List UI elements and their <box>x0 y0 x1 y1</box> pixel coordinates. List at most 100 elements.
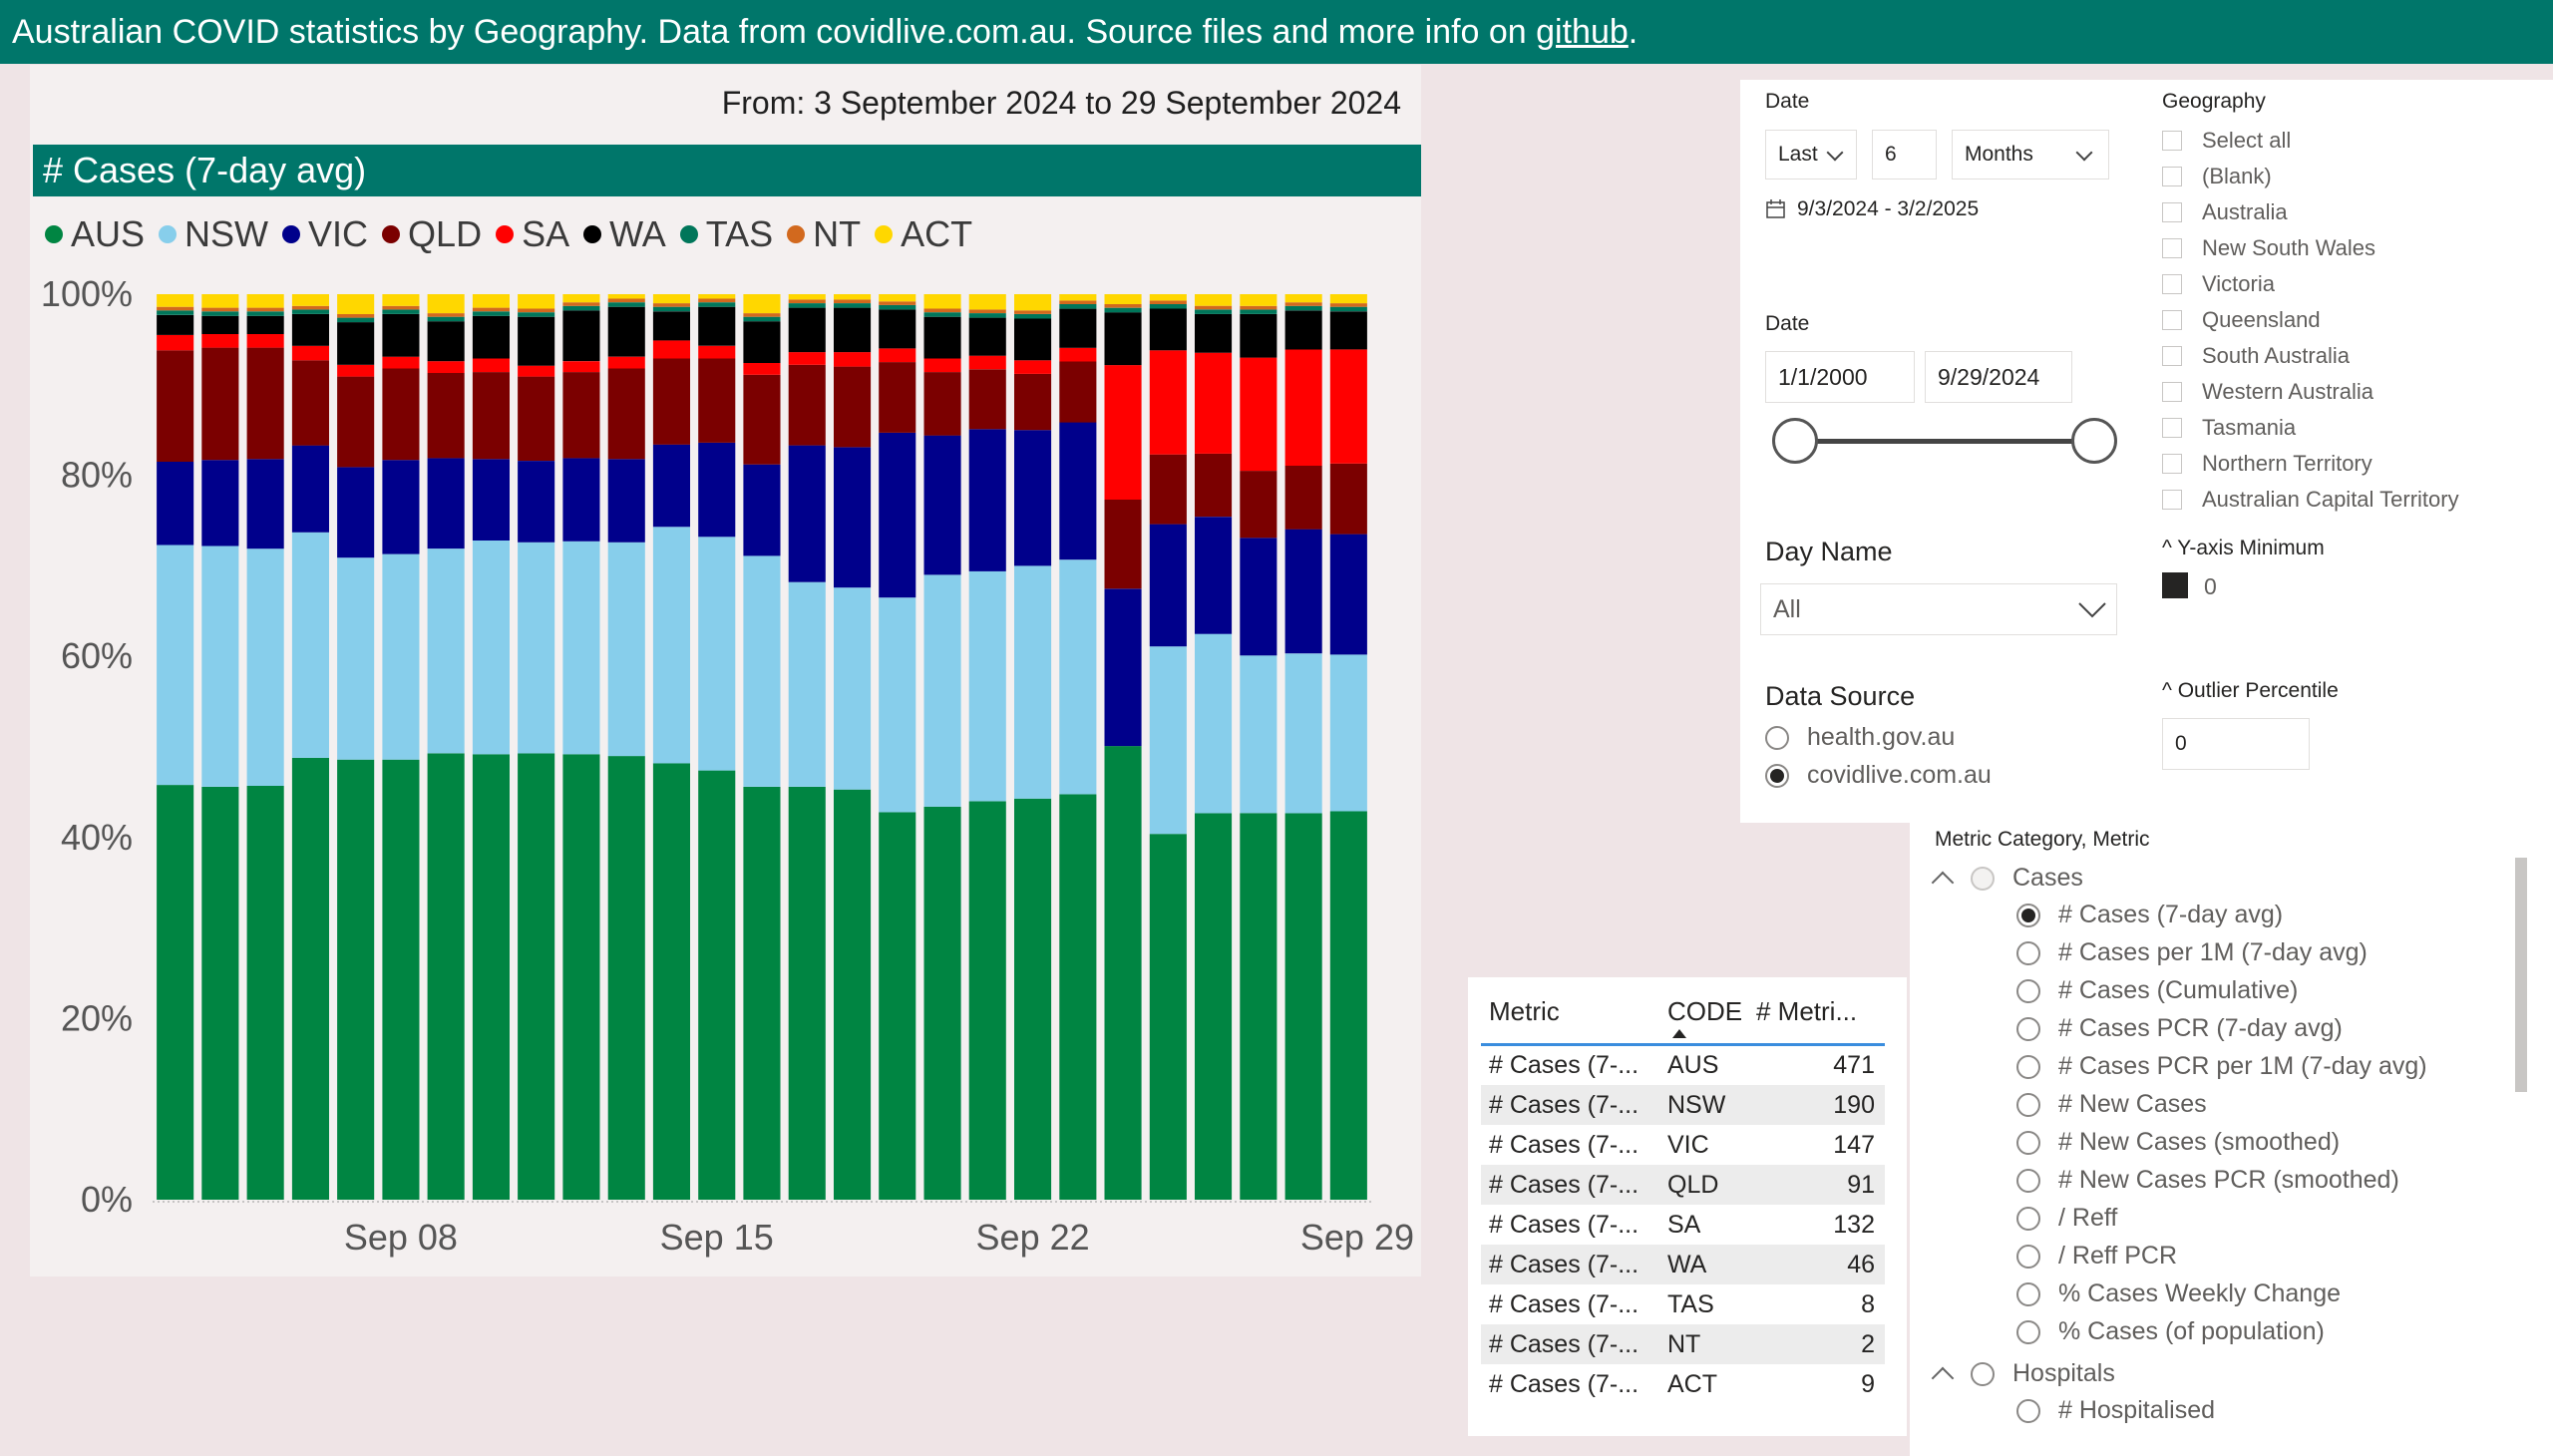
geography-option[interactable]: New South Wales <box>2162 235 2375 261</box>
metric-item[interactable]: # Cases PCR per 1M (7-day avg) <box>2016 1052 2427 1081</box>
bar-segment-act[interactable] <box>562 294 600 303</box>
bar-segment-qld[interactable] <box>1104 500 1142 589</box>
radio-unselected[interactable] <box>1971 1361 1995 1386</box>
bar-segment-act[interactable] <box>1014 294 1052 311</box>
bar-segment-wa[interactable] <box>879 309 916 349</box>
metric-item[interactable]: # Hospitalised <box>2016 1396 2215 1425</box>
bar-segment-sa[interactable] <box>788 352 826 365</box>
bar-segment-act[interactable] <box>652 294 690 304</box>
bar-segment-vic[interactable] <box>698 442 736 538</box>
bar-segment-qld[interactable] <box>1284 466 1322 530</box>
bar-segment-nt[interactable] <box>382 305 420 310</box>
bar-segment-nsw[interactable] <box>834 587 872 790</box>
bar-segment-nt[interactable] <box>291 305 329 310</box>
bar-segment-nsw[interactable] <box>427 548 465 754</box>
metric-scrollbar[interactable] <box>2515 858 2527 1092</box>
metric-item[interactable]: % Cases (of population) <box>2016 1317 2325 1346</box>
table-row[interactable]: # Cases (7-... TAS 8 <box>1481 1284 1885 1324</box>
bar-segment-wa[interactable] <box>157 314 194 335</box>
checkbox[interactable] <box>2162 382 2182 402</box>
stacked-bar-chart[interactable]: 0% 20% 40% 60% 80% 100% Sep 08 Sep 15 Sep 22 Sep … <box>30 269 1421 1272</box>
bar-segment-nt[interactable] <box>879 301 916 305</box>
bar-segment-act[interactable] <box>743 294 781 314</box>
geography-option[interactable]: South Australia <box>2162 343 2350 369</box>
date-mode-dropdown[interactable]: Last <box>1765 130 1857 180</box>
bar-segment-vic[interactable] <box>652 444 690 528</box>
bar-segment-qld[interactable] <box>698 358 736 443</box>
legend-item[interactable]: TAS <box>679 213 773 255</box>
bar-segment-act[interactable] <box>1284 294 1322 303</box>
bar-segment-qld[interactable] <box>157 350 194 462</box>
bar-segment-aus[interactable] <box>201 787 239 1200</box>
bar-segment-nsw[interactable] <box>879 597 916 813</box>
bar-segment-qld[interactable] <box>879 362 916 433</box>
bar-segment-nsw[interactable] <box>291 532 329 758</box>
bar-segment-wa[interactable] <box>923 316 961 359</box>
bar-segment-nt[interactable] <box>427 313 465 317</box>
bar-segment-nsw[interactable] <box>472 541 510 755</box>
bar-segment-tas[interactable] <box>201 311 239 316</box>
bar-segment-sa[interactable] <box>382 356 420 369</box>
bar-segment-tas[interactable] <box>788 303 826 308</box>
bar-segment-qld[interactable] <box>518 376 555 461</box>
radio-unselected[interactable] <box>2016 1206 2040 1231</box>
radio-unselected[interactable] <box>2016 940 2040 965</box>
bar-segment-act[interactable] <box>246 294 284 308</box>
bar-segment-tas[interactable] <box>879 304 916 310</box>
bar-segment-wa[interactable] <box>698 306 736 346</box>
bar-segment-aus[interactable] <box>337 759 375 1200</box>
bar-segment-wa[interactable] <box>1240 314 1277 358</box>
checkbox[interactable] <box>2162 346 2182 366</box>
bar-segment-nsw[interactable] <box>337 557 375 760</box>
bar-segment-aus[interactable] <box>246 786 284 1200</box>
bar-segment-tas[interactable] <box>1284 305 1322 311</box>
geography-option[interactable]: Australia <box>2162 199 2288 225</box>
bar-segment-nsw[interactable] <box>1014 565 1052 799</box>
bar-segment-sa[interactable] <box>427 361 465 373</box>
data-source-option-health[interactable]: health.gov.au <box>1765 723 1955 752</box>
bar-segment-wa[interactable] <box>427 321 465 362</box>
bar-segment-vic[interactable] <box>1149 524 1187 647</box>
bar-segment-aus[interactable] <box>157 785 194 1200</box>
bar-segment-sa[interactable] <box>337 364 375 377</box>
bar-segment-act[interactable] <box>337 294 375 314</box>
bar-segment-act[interactable] <box>201 294 239 308</box>
bar-segment-nt[interactable] <box>968 309 1006 313</box>
bar-segment-aus[interactable] <box>1014 798 1052 1200</box>
bar-segment-nsw[interactable] <box>1329 654 1367 812</box>
bar-segment-act[interactable] <box>1240 294 1277 306</box>
bar-segment-nsw[interactable] <box>1284 653 1322 814</box>
bar-segment-qld[interactable] <box>472 372 510 460</box>
bar-segment-sa[interactable] <box>652 340 690 359</box>
bar-segment-wa[interactable] <box>1329 311 1367 350</box>
bar-segment-vic[interactable] <box>1329 534 1367 655</box>
geography-option[interactable]: Select all <box>2162 128 2291 154</box>
bar-segment-aus[interactable] <box>562 754 600 1200</box>
date-slider-start-handle[interactable] <box>1772 418 1818 464</box>
bar-segment-sa[interactable] <box>1059 347 1097 362</box>
geography-option[interactable]: Northern Territory <box>2162 451 2372 477</box>
bar-segment-act[interactable] <box>1329 294 1367 304</box>
bar-segment-wa[interactable] <box>518 316 555 366</box>
bar-segment-aus[interactable] <box>698 770 736 1200</box>
bar-segment-tas[interactable] <box>246 311 284 316</box>
bar-segment-nt[interactable] <box>1104 304 1142 308</box>
bar-segment-tas[interactable] <box>1195 309 1233 314</box>
radio-partial[interactable] <box>1971 866 1995 891</box>
geography-option[interactable]: Queensland <box>2162 307 2321 333</box>
bar-segment-act[interactable] <box>291 294 329 306</box>
bar-segment-sa[interactable] <box>607 356 645 369</box>
bar-segment-sa[interactable] <box>472 358 510 373</box>
bar-segment-act[interactable] <box>607 294 645 299</box>
bar-segment-nt[interactable] <box>1195 305 1233 310</box>
bar-segment-vic[interactable] <box>1240 538 1277 656</box>
checkbox[interactable] <box>2162 167 2182 186</box>
bar-segment-wa[interactable] <box>1284 310 1322 350</box>
checkbox[interactable] <box>2162 310 2182 330</box>
bar-segment-qld[interactable] <box>1059 361 1097 423</box>
bar-segment-tas[interactable] <box>562 305 600 311</box>
bar-segment-vic[interactable] <box>291 445 329 533</box>
bar-segment-act[interactable] <box>157 294 194 307</box>
bar-segment-act[interactable] <box>834 294 872 300</box>
bar-segment-tas[interactable] <box>923 312 961 317</box>
